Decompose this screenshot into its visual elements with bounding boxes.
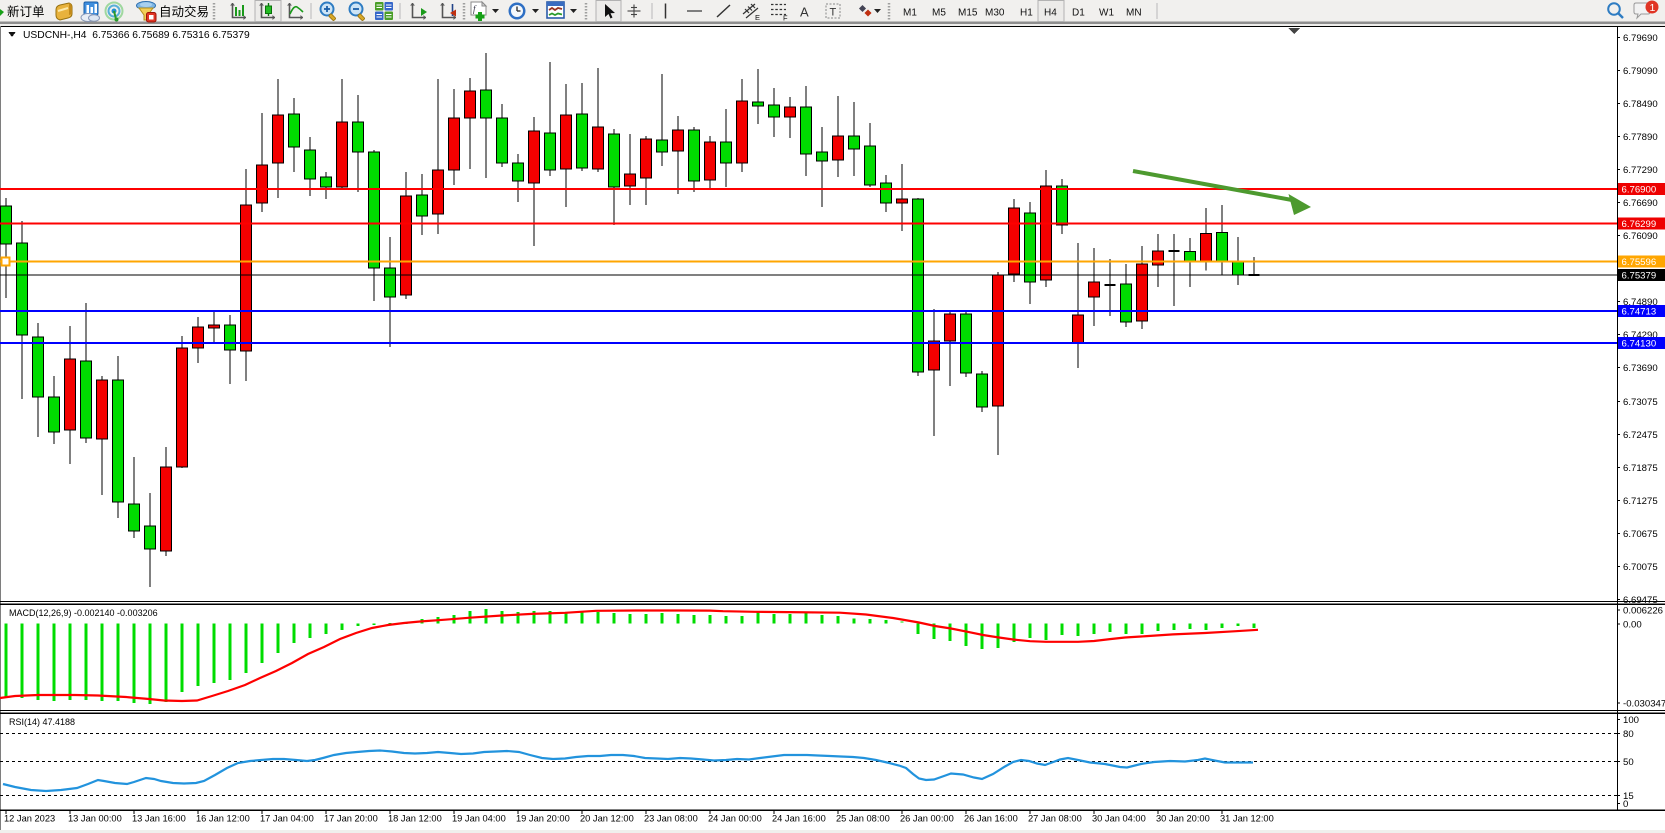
svg-text:6.75379: 6.75379: [1622, 270, 1657, 281]
svg-text:0.006226: 0.006226: [1623, 606, 1663, 617]
svg-text:30 Jan 20:00: 30 Jan 20:00: [1156, 814, 1210, 824]
svg-text:18 Jan 12:00: 18 Jan 12:00: [388, 814, 442, 824]
svg-text:6.74890: 6.74890: [1623, 297, 1658, 308]
svg-text:6.71875: 6.71875: [1623, 463, 1658, 474]
svg-text:6.78490: 6.78490: [1623, 99, 1658, 110]
svg-text:0: 0: [1623, 799, 1628, 810]
svg-text:M1: M1: [903, 8, 917, 19]
svg-text:6.79690: 6.79690: [1623, 33, 1658, 44]
svg-text:6.75596: 6.75596: [1622, 257, 1657, 268]
svg-text:19 Jan 04:00: 19 Jan 04:00: [452, 814, 506, 824]
svg-text:自动交易: 自动交易: [159, 4, 209, 19]
svg-text:M30: M30: [985, 8, 1005, 19]
svg-text:M15: M15: [958, 8, 978, 19]
svg-text:1: 1: [1650, 2, 1656, 14]
svg-text:6.70675: 6.70675: [1623, 529, 1658, 540]
svg-text:20 Jan 12:00: 20 Jan 12:00: [580, 814, 634, 824]
svg-text:6.73075: 6.73075: [1623, 397, 1658, 408]
svg-text:MN: MN: [1126, 8, 1142, 19]
svg-text:T: T: [830, 7, 837, 19]
svg-text:H4: H4: [1044, 8, 1057, 19]
svg-text:80: 80: [1623, 729, 1634, 740]
svg-text:6.79090: 6.79090: [1623, 66, 1658, 77]
svg-text:30 Jan 04:00: 30 Jan 04:00: [1092, 814, 1146, 824]
svg-text:新订单: 新订单: [7, 4, 45, 19]
svg-text:17 Jan 04:00: 17 Jan 04:00: [260, 814, 314, 824]
svg-text:6.77890: 6.77890: [1623, 132, 1658, 143]
svg-text:13 Jan 00:00: 13 Jan 00:00: [68, 814, 122, 824]
svg-text:24 Jan 16:00: 24 Jan 16:00: [772, 814, 826, 824]
svg-text:24 Jan 00:00: 24 Jan 00:00: [708, 814, 762, 824]
svg-text:25 Jan 08:00: 25 Jan 08:00: [836, 814, 890, 824]
svg-text:17 Jan 20:00: 17 Jan 20:00: [324, 814, 378, 824]
svg-text:USDCNH-,H4 6.75366 6.75689 6.: USDCNH-,H4 6.75366 6.75689 6.75316 6.753…: [23, 30, 250, 41]
svg-text:6.76690: 6.76690: [1623, 198, 1658, 209]
svg-text:19 Jan 20:00: 19 Jan 20:00: [516, 814, 570, 824]
svg-text:26 Jan 00:00: 26 Jan 00:00: [900, 814, 954, 824]
svg-text:6.74290: 6.74290: [1623, 330, 1658, 341]
svg-text:0.00: 0.00: [1623, 620, 1642, 631]
svg-text:6.77290: 6.77290: [1623, 165, 1658, 176]
svg-text:15: 15: [1623, 791, 1634, 802]
svg-text:6.70075: 6.70075: [1623, 562, 1658, 573]
svg-text:12 Jan 2023: 12 Jan 2023: [4, 814, 55, 824]
svg-text:W1: W1: [1099, 8, 1114, 19]
svg-text:F: F: [783, 14, 788, 23]
svg-text:6.71275: 6.71275: [1623, 496, 1658, 507]
svg-text:23 Jan 08:00: 23 Jan 08:00: [644, 814, 698, 824]
svg-text:D1: D1: [1072, 8, 1085, 19]
svg-text:6.76900: 6.76900: [1622, 185, 1657, 196]
svg-text:6.76299: 6.76299: [1622, 219, 1657, 230]
svg-text:6.72475: 6.72475: [1623, 430, 1658, 441]
svg-text:16 Jan 12:00: 16 Jan 12:00: [196, 814, 250, 824]
svg-text:E: E: [755, 13, 760, 22]
svg-text:M5: M5: [932, 8, 946, 19]
svg-text:26 Jan 16:00: 26 Jan 16:00: [964, 814, 1018, 824]
svg-text:A: A: [800, 5, 809, 20]
svg-text:31 Jan 12:00: 31 Jan 12:00: [1220, 814, 1274, 824]
svg-text:6.76090: 6.76090: [1623, 231, 1658, 242]
svg-text:MACD(12,26,9) -0.002140 -0.003: MACD(12,26,9) -0.002140 -0.003206: [9, 608, 158, 618]
svg-text:6.74130: 6.74130: [1622, 339, 1657, 350]
svg-text:6.69475: 6.69475: [1623, 595, 1658, 606]
svg-text:-0.030347: -0.030347: [1623, 699, 1665, 710]
svg-text:50: 50: [1623, 757, 1634, 768]
svg-text:6.73690: 6.73690: [1623, 363, 1658, 374]
svg-text:RSI(14) 47.4188: RSI(14) 47.4188: [9, 717, 75, 727]
svg-text:6.74713: 6.74713: [1622, 307, 1657, 318]
svg-text:13 Jan 16:00: 13 Jan 16:00: [132, 814, 186, 824]
svg-text:27 Jan 08:00: 27 Jan 08:00: [1028, 814, 1082, 824]
svg-text:H1: H1: [1020, 8, 1033, 19]
svg-text:f: f: [473, 4, 477, 14]
svg-text:100: 100: [1623, 715, 1639, 726]
